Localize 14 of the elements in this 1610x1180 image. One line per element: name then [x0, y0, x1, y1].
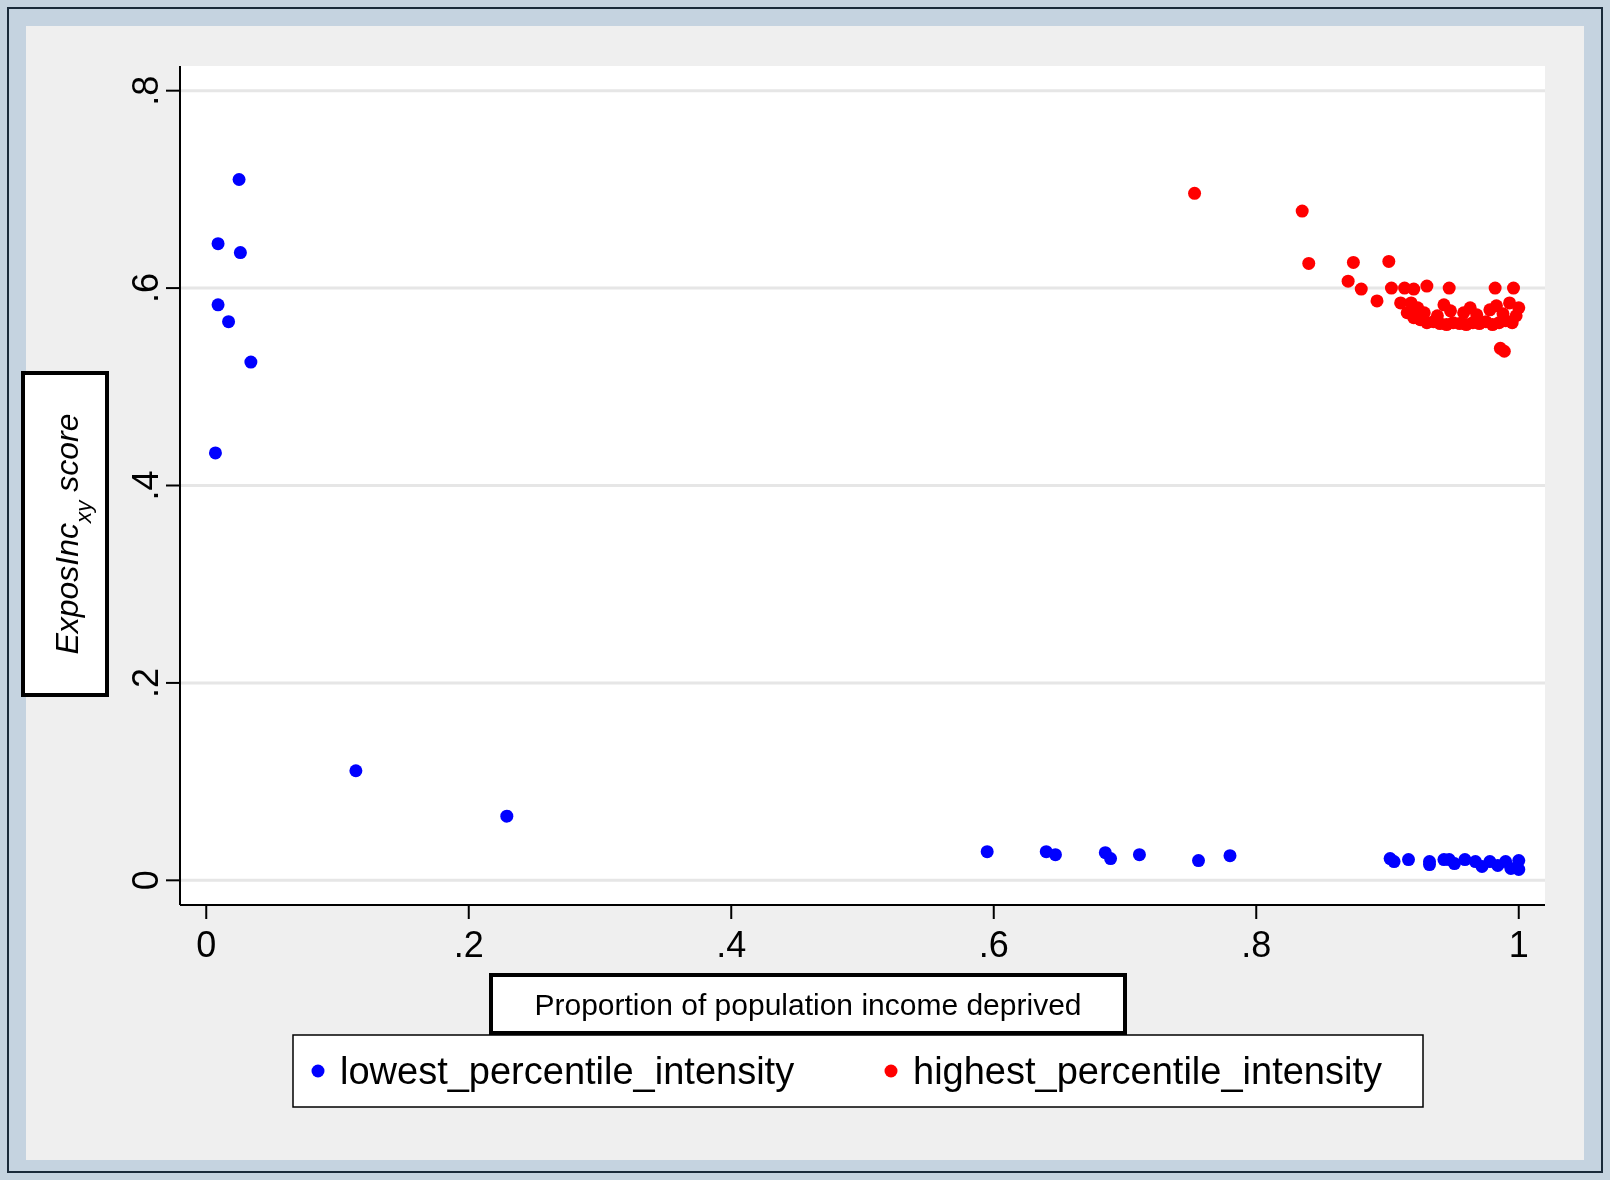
- x-tick-label: .6: [978, 924, 1009, 965]
- y-tick-label: .6: [125, 273, 166, 304]
- legend-label: lowest_percentile_intensity: [340, 1050, 795, 1092]
- x-tick-label: .4: [716, 924, 747, 965]
- x-tick-label: 0: [196, 924, 217, 965]
- y-tick-label: .8: [125, 75, 166, 106]
- x-axis-title: Proportion of population income deprived: [534, 988, 1082, 1021]
- y-tick-label: 0: [125, 870, 166, 891]
- x-tick-label: .2: [453, 924, 484, 965]
- legend-label: highest_percentile_intensity: [913, 1050, 1382, 1092]
- x-tick-label: 1: [1508, 924, 1529, 965]
- y-tick-label: .2: [125, 667, 166, 698]
- x-tick-label: .8: [1241, 924, 1272, 965]
- y-tick-label: .4: [125, 470, 166, 501]
